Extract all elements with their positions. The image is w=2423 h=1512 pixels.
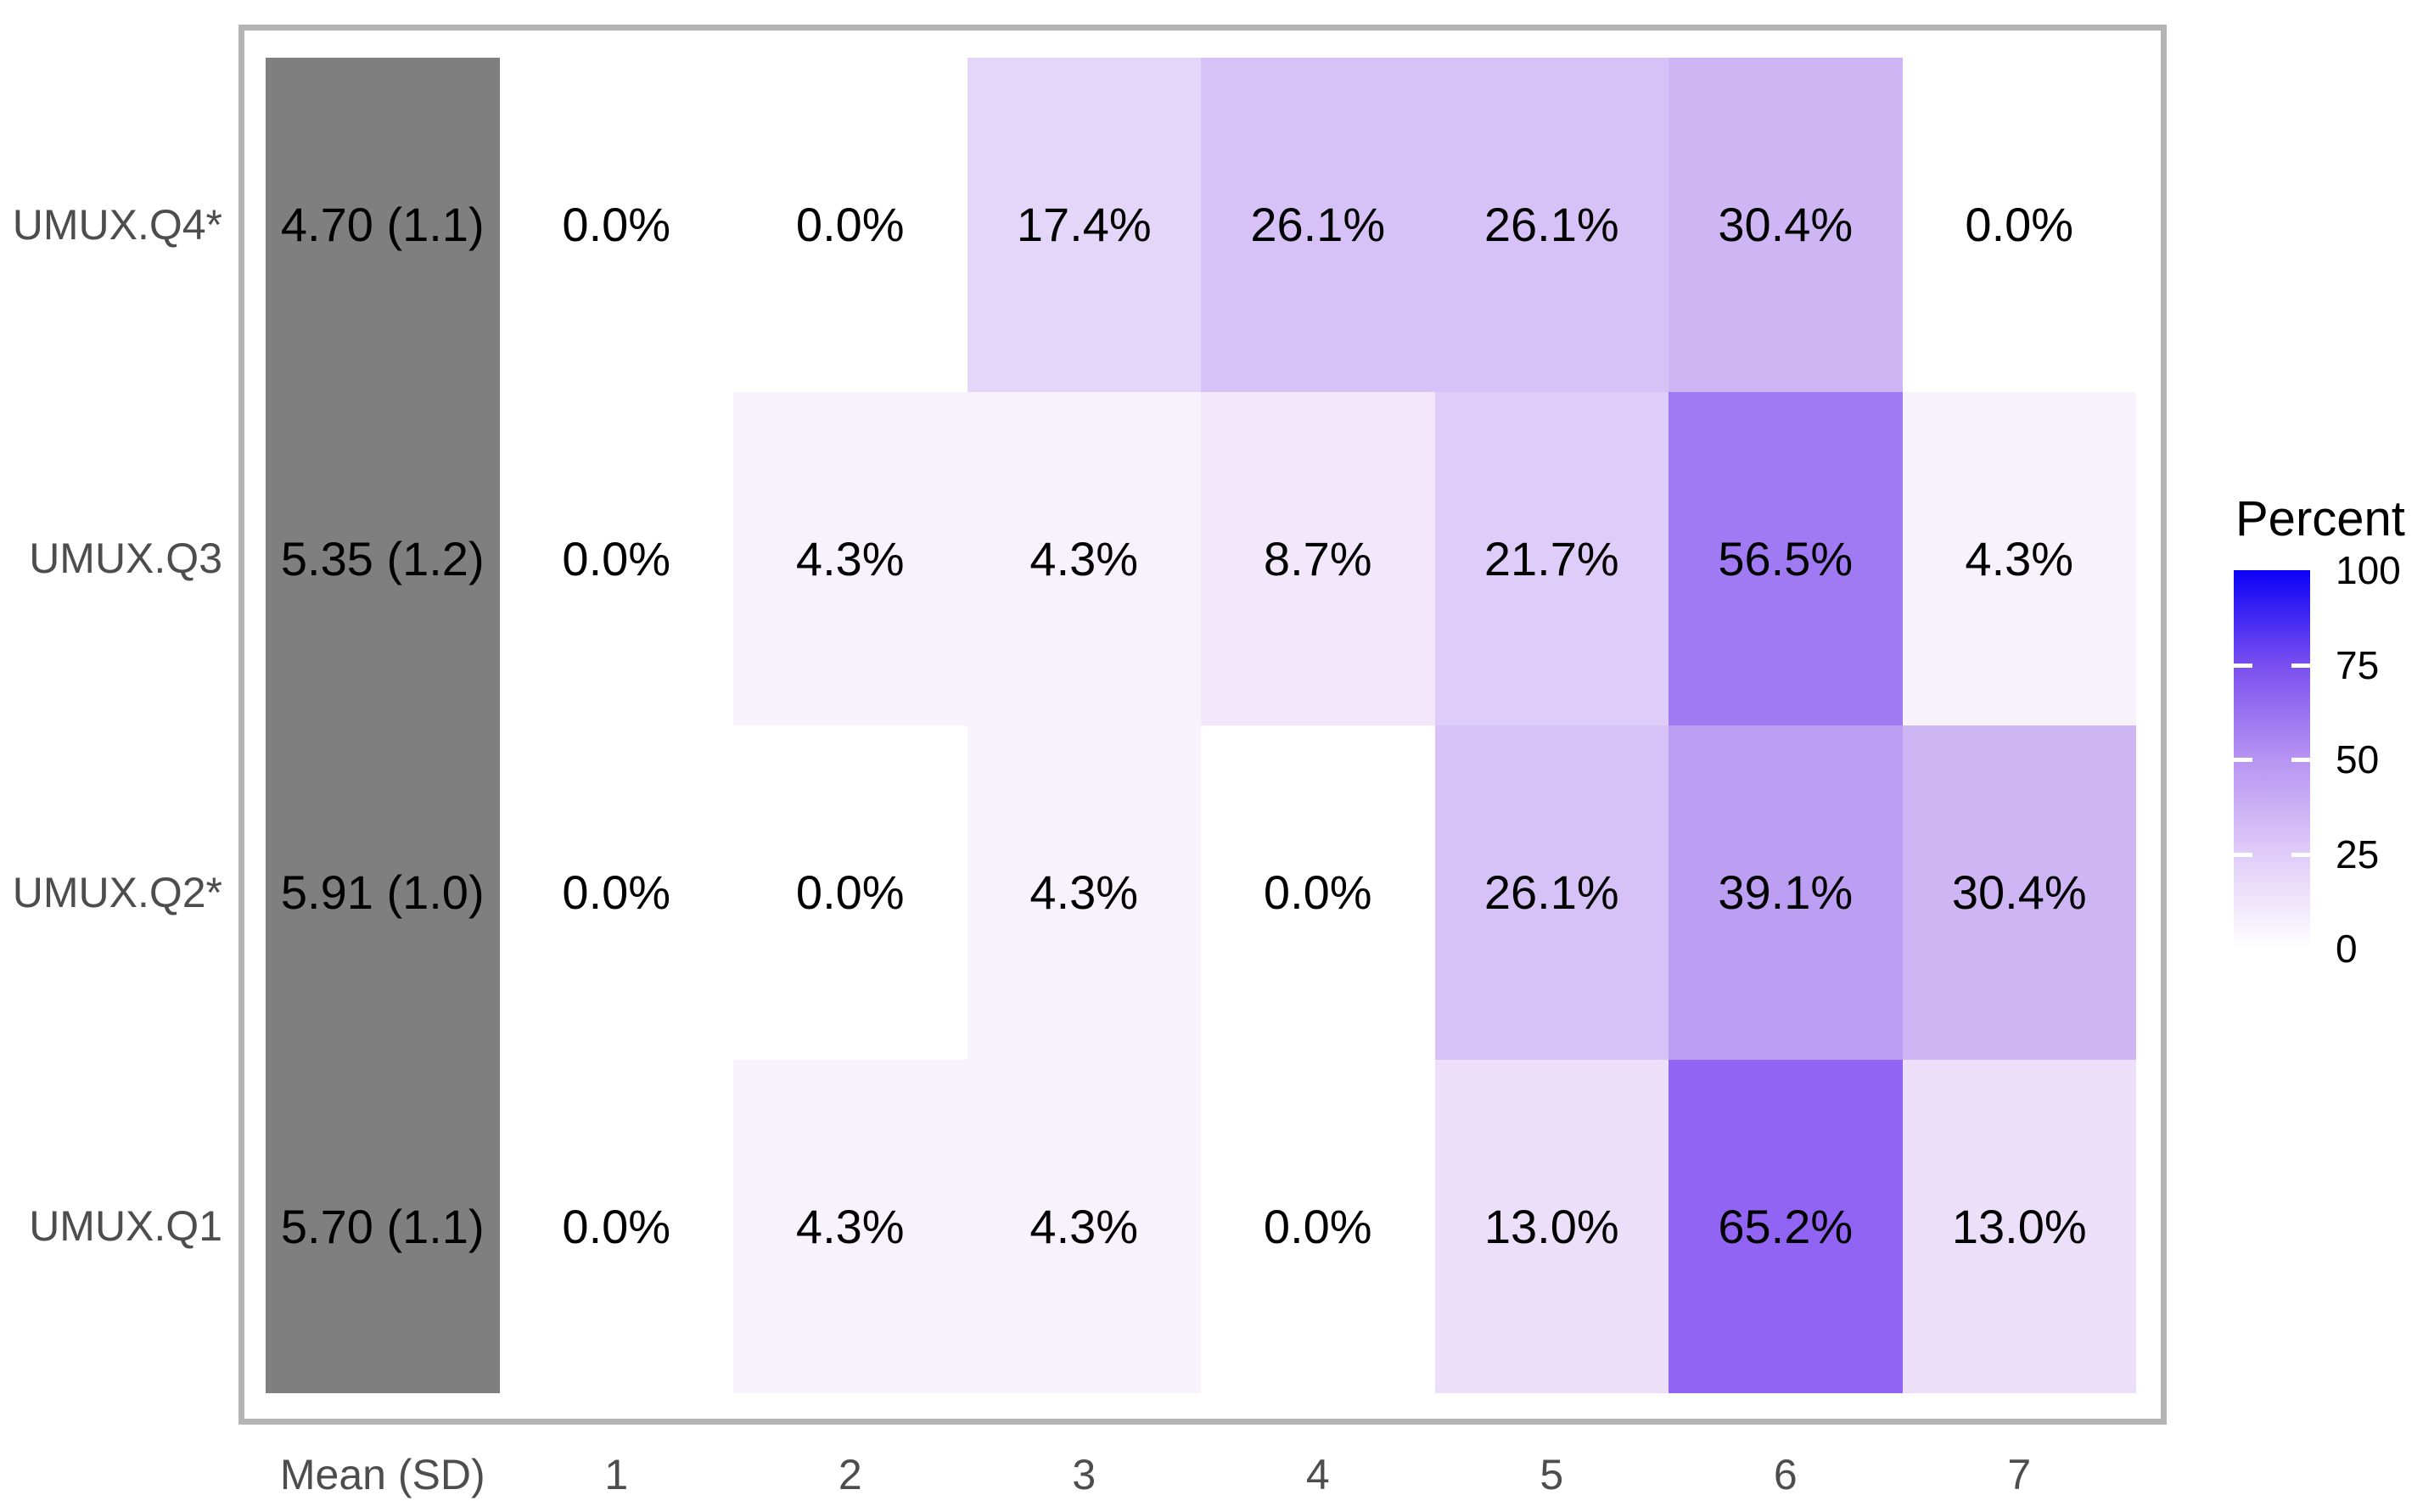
heatmap-cell: 39.1% bbox=[1669, 725, 1903, 1060]
heatmap-cell: 8.7% bbox=[1201, 391, 1435, 725]
heatmap-cell: 26.1% bbox=[1201, 58, 1435, 392]
legend-tick-mark bbox=[2291, 758, 2310, 762]
heatmap-cell: 17.4% bbox=[967, 58, 1201, 392]
legend-tick-label: 75 bbox=[2336, 642, 2380, 687]
legend-tick-label: 100 bbox=[2336, 548, 2401, 592]
x-axis-label: 4 bbox=[1305, 1451, 1330, 1498]
x-axis-label: 5 bbox=[1540, 1451, 1564, 1498]
heatmap-cell: 0.0% bbox=[499, 391, 733, 725]
mean-sd-cell: 4.70 (1.1) bbox=[266, 58, 500, 392]
y-axis-label: UMUX.Q2* bbox=[12, 868, 222, 916]
legend-tick-label: 25 bbox=[2336, 832, 2380, 876]
legend-title: Percent bbox=[2235, 491, 2405, 546]
x-axis-label: Mean (SD) bbox=[279, 1451, 485, 1498]
heatmap-cell: 4.3% bbox=[967, 725, 1201, 1060]
legend-tick-mark bbox=[2234, 852, 2252, 857]
mean-sd-cell: 5.35 (1.2) bbox=[266, 391, 500, 725]
legend-tick-label: 0 bbox=[2336, 927, 2358, 971]
heatmap-cell: 21.7% bbox=[1434, 391, 1669, 725]
legend-tick-mark bbox=[2291, 852, 2310, 857]
x-axis-label: 7 bbox=[2007, 1451, 2032, 1498]
y-axis-label: UMUX.Q1 bbox=[29, 1202, 222, 1251]
heatmap-cell: 4.3% bbox=[733, 1059, 968, 1393]
legend-tick-mark bbox=[2234, 663, 2252, 668]
mean-sd-cell: 5.91 (1.0) bbox=[266, 725, 500, 1060]
mean-sd-cell: 5.70 (1.1) bbox=[266, 1059, 500, 1393]
heatmap-cell: 30.4% bbox=[1902, 725, 2136, 1060]
heatmap-cell: 4.3% bbox=[733, 391, 968, 725]
heatmap-cell: 56.5% bbox=[1669, 391, 1903, 725]
heatmap-cell: 4.3% bbox=[967, 391, 1201, 725]
x-axis-label: 1 bbox=[604, 1451, 629, 1498]
heatmap-cell: 65.2% bbox=[1669, 1059, 1903, 1393]
heatmap-cell: 30.4% bbox=[1669, 58, 1903, 392]
heatmap-cell: 4.3% bbox=[1902, 391, 2136, 725]
legend-colorbar bbox=[2234, 570, 2310, 949]
heatmap-cell: 26.1% bbox=[1434, 725, 1669, 1060]
legend-tick-label: 50 bbox=[2336, 737, 2380, 781]
heatmap-cell: 13.0% bbox=[1902, 1059, 2136, 1393]
heatmap-cell: 0.0% bbox=[733, 725, 968, 1060]
x-axis-label: 3 bbox=[1072, 1451, 1097, 1498]
x-axis-label: 6 bbox=[1773, 1451, 1798, 1498]
heatmap-cell: 26.1% bbox=[1434, 58, 1669, 392]
heatmap-cell: 0.0% bbox=[1201, 725, 1435, 1060]
heatmap-cell: 0.0% bbox=[499, 725, 733, 1060]
heatmap-cell: 0.0% bbox=[1201, 1059, 1435, 1393]
heatmap-cell: 4.3% bbox=[967, 1059, 1201, 1393]
legend-tick-mark bbox=[2234, 758, 2252, 762]
x-axis-label: 2 bbox=[838, 1451, 862, 1498]
heatmap-cell: 13.0% bbox=[1434, 1059, 1669, 1393]
heatmap-cell: 0.0% bbox=[499, 58, 733, 392]
heatmap-cell: 0.0% bbox=[733, 58, 968, 392]
y-axis-label: UMUX.Q4* bbox=[12, 200, 222, 249]
y-axis-label: UMUX.Q3 bbox=[29, 535, 222, 583]
heatmap-cell: 0.0% bbox=[1902, 58, 2136, 392]
legend-tick-mark bbox=[2291, 663, 2310, 668]
heatmap-cell: 0.0% bbox=[499, 1059, 733, 1393]
